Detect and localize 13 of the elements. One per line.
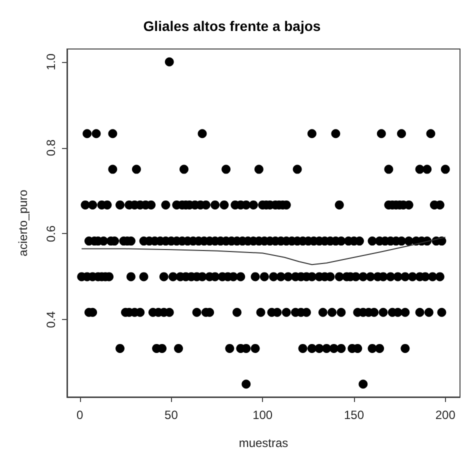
x-tick-label: 0: [76, 408, 84, 422]
chart-title: Gliales altos frente a bajos: [143, 18, 321, 34]
x-tick-label: 100: [252, 408, 273, 422]
y-axis-title: acierto_puro: [16, 189, 30, 256]
x-tick-label: 150: [344, 408, 364, 422]
y-tick-label: 1.0: [44, 53, 58, 70]
x-tick-label: 200: [435, 408, 456, 422]
y-tick-label: 0.8: [44, 139, 58, 156]
line-series: [81, 236, 446, 266]
x-tick-label: 50: [164, 408, 178, 422]
y-tick-label: 0.6: [44, 225, 58, 242]
y-tick-label: 0.4: [44, 311, 58, 328]
x-axis-title: muestras: [238, 436, 288, 450]
